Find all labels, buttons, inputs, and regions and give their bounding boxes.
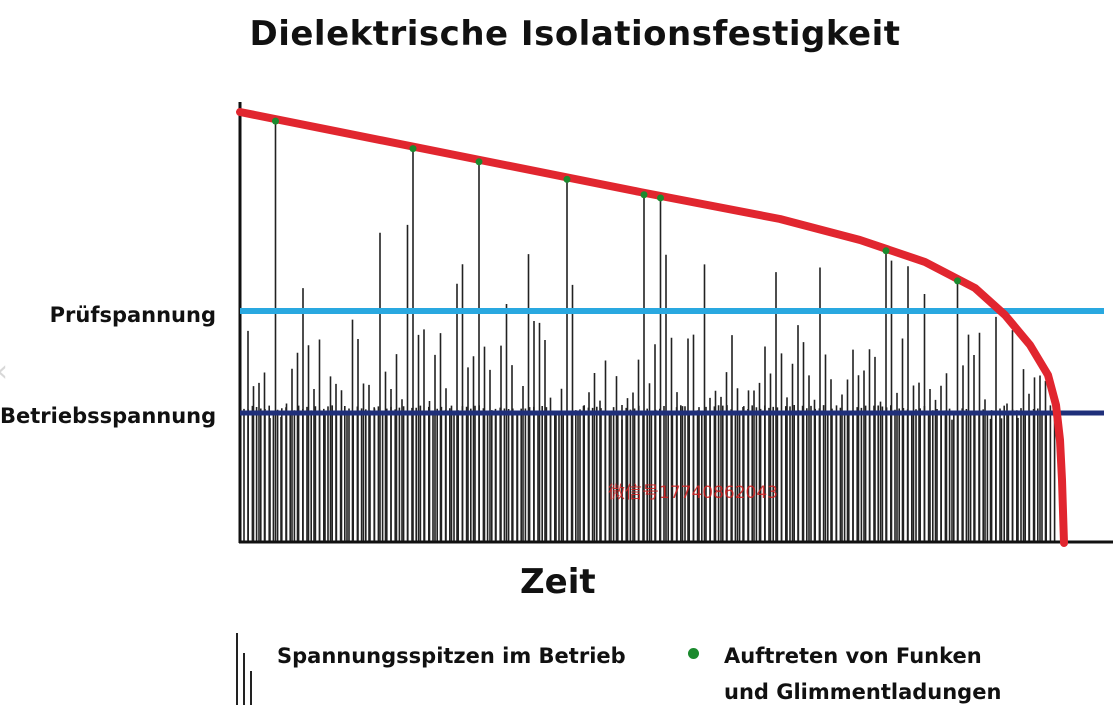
discharge-dot xyxy=(882,247,890,255)
page-title: Dielektrische Isolationsfestigkeit xyxy=(249,14,901,54)
discharge-legend-dot xyxy=(688,648,699,659)
discharge-dot xyxy=(657,194,664,202)
spikes-legend-icon xyxy=(236,633,252,705)
watermark-text: 微信号17740862043 xyxy=(608,483,778,503)
x-axis-label: Zeit xyxy=(520,562,596,602)
operating-voltage-label: Betriebsspannung xyxy=(0,404,217,428)
discharge-dot xyxy=(475,158,483,166)
discharge-dot xyxy=(954,277,961,285)
discharge-dot xyxy=(272,117,279,125)
chevron-left-icon[interactable]: ‹ xyxy=(0,354,8,389)
discharge-dot xyxy=(409,145,417,153)
legend-discharge-line2: und Glimmentladungen xyxy=(724,680,1002,704)
test-voltage-label: Prüfspannung xyxy=(49,303,216,327)
discharge-dot xyxy=(640,191,648,199)
discharge-dots xyxy=(272,117,961,285)
legend-spikes-label: Spannungsspitzen im Betrieb xyxy=(277,644,626,668)
voltage-spikes xyxy=(243,121,1056,542)
legend-discharge-line1: Auftreten von Funken xyxy=(724,644,982,668)
discharge-dot xyxy=(563,175,571,183)
